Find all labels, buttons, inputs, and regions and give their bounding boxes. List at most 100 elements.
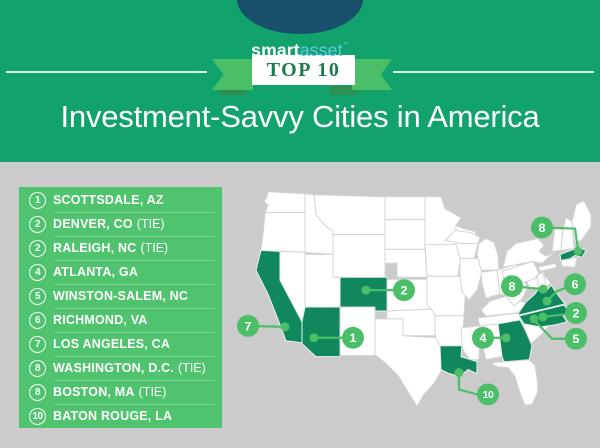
state-maine xyxy=(571,200,592,244)
state-illinois xyxy=(459,257,483,301)
rank-marker-number: 4 xyxy=(480,331,487,345)
us-map: 7 1 2 10 4 8 6 2 5 8 xyxy=(237,191,592,407)
city-label: DENVER, CO xyxy=(53,217,133,231)
page-title: Investment-Savvy Cities in America xyxy=(60,99,540,134)
tie-label: (TIE) xyxy=(140,241,169,255)
state-arizona xyxy=(301,306,341,358)
city-label: BATON ROUGE, LA xyxy=(53,409,173,423)
state-arkansas xyxy=(434,315,465,347)
rank-number-circle: 8 xyxy=(29,383,46,401)
rank-number-circle: 2 xyxy=(29,239,46,257)
city-dot xyxy=(573,246,583,256)
state-michigan xyxy=(476,237,500,271)
rank-marker-circle xyxy=(564,273,586,296)
city-dot xyxy=(529,314,539,324)
ranking-row: 2 RALEIGH, NC (TIE) xyxy=(19,236,222,260)
rank-marker-circle xyxy=(472,326,494,349)
state-new-york xyxy=(502,237,555,268)
rank-marker-circle xyxy=(342,326,364,349)
city-dot xyxy=(538,312,548,322)
rank-number-circle: 4 xyxy=(29,263,46,281)
state-indiana xyxy=(480,269,501,299)
trademark-symbol: ™ xyxy=(342,42,349,48)
city-label: ATLANTA, GA xyxy=(53,265,139,279)
state-missouri xyxy=(426,275,467,317)
ribbon-fold-left xyxy=(216,86,246,95)
top10-badge-label: TOP 10 xyxy=(266,58,341,81)
rank-marker-number: 8 xyxy=(509,280,516,294)
ribbon-rule-left xyxy=(6,71,207,73)
state-connecticut-rhode-island xyxy=(560,256,578,268)
rank-marker-number: 1 xyxy=(350,331,357,345)
city-dot xyxy=(280,322,290,332)
state-wyoming xyxy=(332,234,386,278)
city-label: SCOTTSDALE, AZ xyxy=(53,193,164,207)
rank-number-circle: 5 xyxy=(29,287,46,305)
city-dot xyxy=(501,333,511,343)
rank-marker-circle xyxy=(477,383,499,406)
state-texas xyxy=(374,318,443,407)
rank-marker-number: 2 xyxy=(401,284,408,298)
rank-marker-number: 8 xyxy=(539,221,546,235)
city-label: BOSTON, MA xyxy=(53,385,135,399)
rank-marker-circle xyxy=(565,327,587,350)
marker-connector xyxy=(540,226,580,251)
ranking-row: 1 SCOTTSDALE, AZ xyxy=(19,188,222,212)
ranking-row: 8 WASHINGTON, D.C. (TIE) xyxy=(19,356,222,380)
map-marker-layer: 7 1 2 10 4 8 6 2 5 8 xyxy=(237,216,587,406)
rank-marker-number: 2 xyxy=(573,306,580,320)
ranking-row: 8 BOSTON, MA (TIE) xyxy=(19,380,222,404)
ranking-list: 1 SCOTTSDALE, AZ 2 DENVER, CO (TIE) 2 RA… xyxy=(19,187,222,428)
rank-number-circle: 6 xyxy=(29,311,46,329)
smartasset-logo-text: smartasset™ xyxy=(251,40,349,60)
city-label: RICHMOND, VA xyxy=(53,313,148,327)
ribbon-flap-right xyxy=(352,59,392,90)
ribbon-rule-right xyxy=(393,71,594,73)
ranking-row: 4 ATLANTA, GA xyxy=(19,260,222,284)
state-long-island xyxy=(537,262,558,272)
city-label: LOS ANGELES, CA xyxy=(53,337,171,351)
rank-marker-number: 6 xyxy=(572,278,579,292)
rank-marker-circle xyxy=(237,314,259,337)
header-banner: TOP 10 smartasset™ Investment-Savvy Citi… xyxy=(0,0,600,162)
city-dot xyxy=(454,368,464,378)
city-dot xyxy=(542,296,552,306)
state-california xyxy=(255,249,303,344)
rank-marker-number: 7 xyxy=(245,319,252,333)
state-washington xyxy=(263,191,306,214)
state-iowa xyxy=(424,243,462,277)
rank-number-circle: 10 xyxy=(29,407,46,425)
state-colorado xyxy=(339,276,388,312)
state-florida xyxy=(491,359,539,406)
state-oregon xyxy=(260,212,306,253)
state-michigan-upper xyxy=(444,230,481,244)
state-new-hampshire xyxy=(560,217,575,251)
rank-marker-circle xyxy=(565,302,587,324)
tie-label: (TIE) xyxy=(136,217,165,231)
state-virginia xyxy=(517,283,566,316)
marker-connector xyxy=(457,371,479,396)
city-label: WASHINGTON, D.C. xyxy=(53,361,175,375)
ribbon-flap-left xyxy=(212,59,253,90)
ribbon-fold-right xyxy=(330,86,360,95)
smartasset-logo xyxy=(237,0,363,34)
rank-marker-number: 10 xyxy=(483,390,494,401)
rank-number-circle: 1 xyxy=(29,191,46,209)
city-label: RALEIGH, NC xyxy=(53,241,137,255)
ranking-row: 5 WINSTON-SALEM, NC xyxy=(19,284,222,308)
rank-number-circle: 8 xyxy=(29,359,46,377)
state-nebraska xyxy=(384,248,428,278)
rank-number-circle: 7 xyxy=(29,335,46,353)
ranking-row: 10 BATON ROUGE, LA xyxy=(19,404,222,428)
rank-marker-circle xyxy=(531,216,553,239)
top10-badge: TOP 10 xyxy=(252,55,355,85)
ranking-row: 6 RICHMOND, VA xyxy=(19,308,222,332)
rank-marker-circle xyxy=(501,275,523,298)
tie-label: (TIE) xyxy=(138,385,167,399)
state-north-dakota xyxy=(384,196,426,221)
ranking-row: 2 DENVER, CO (TIE) xyxy=(19,212,222,236)
city-dot xyxy=(361,285,371,295)
state-georgia xyxy=(497,319,533,363)
rank-marker-circle xyxy=(393,279,415,302)
tie-label: (TIE) xyxy=(178,361,206,375)
